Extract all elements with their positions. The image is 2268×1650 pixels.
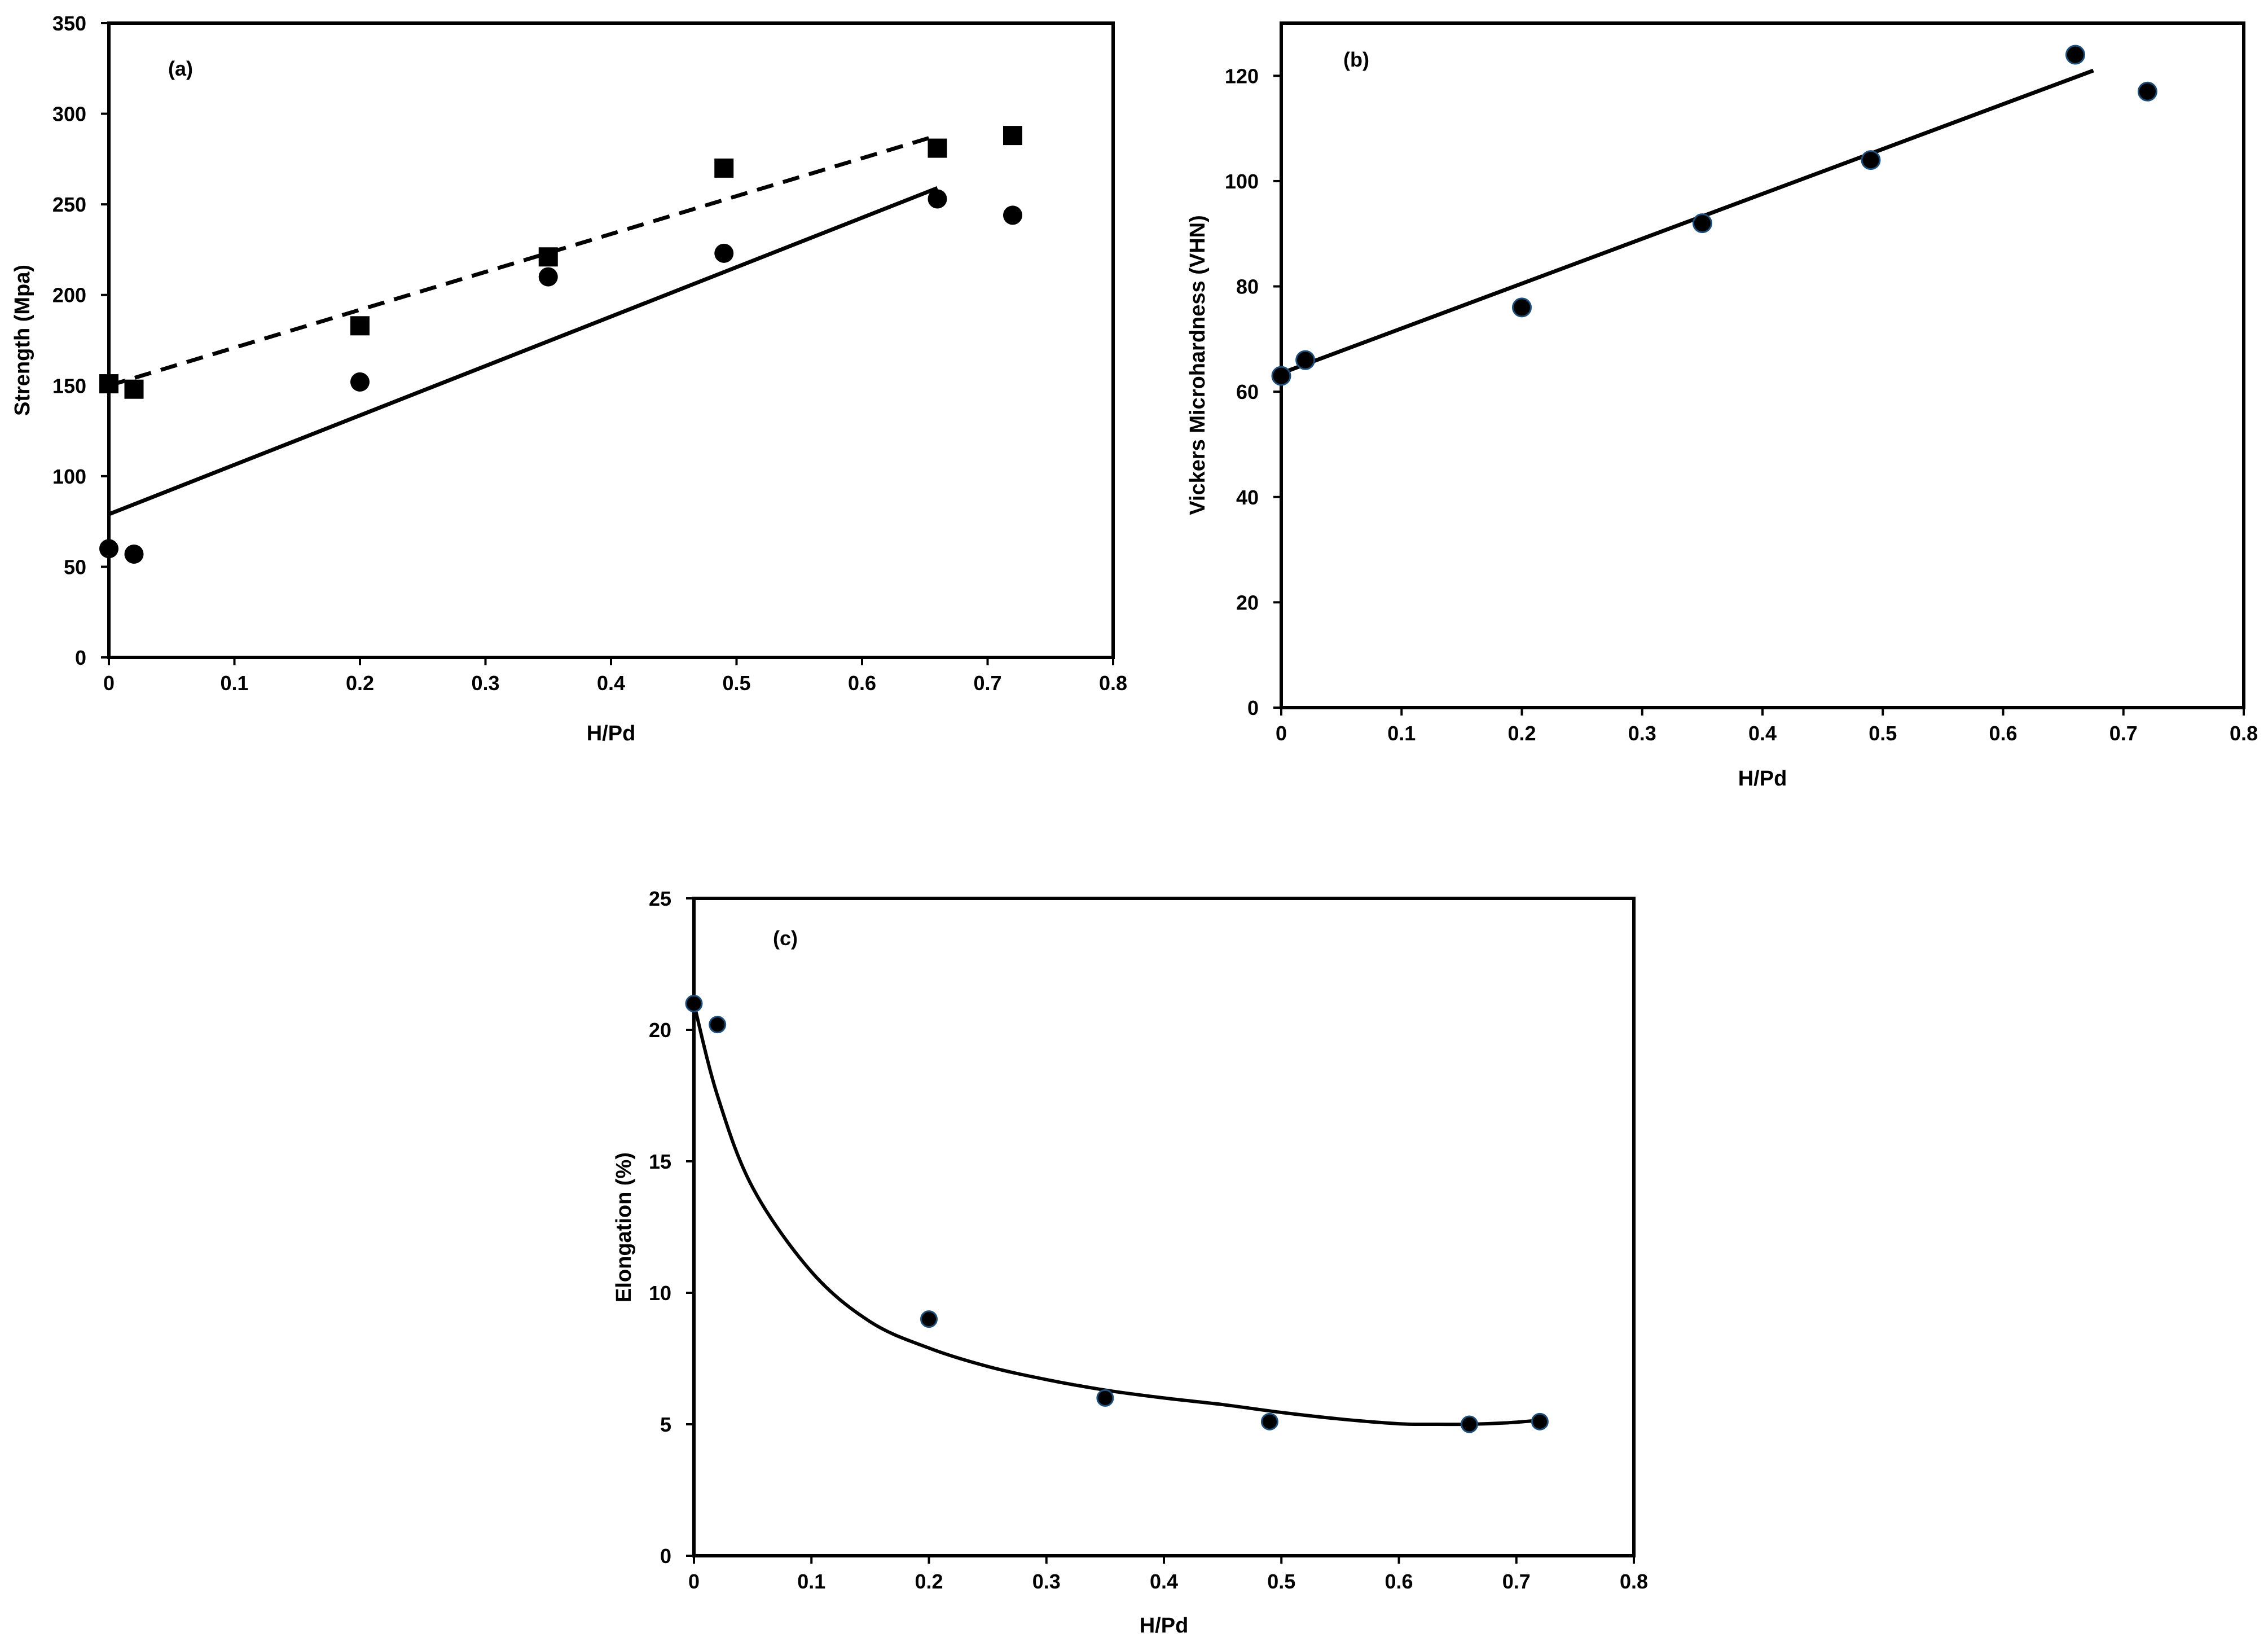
y-tick-label: 15 <box>649 1150 671 1173</box>
x-tick-label: 0.8 <box>1099 672 1127 695</box>
y-axis-title: Elongation (%) <box>612 1152 636 1302</box>
data-point-circle <box>2065 45 2085 65</box>
data-point-square <box>350 316 370 336</box>
data-point-circle <box>1460 1415 1478 1433</box>
y-tick-label: 80 <box>1236 275 1259 299</box>
x-tick-label: 0 <box>688 1570 700 1593</box>
x-tick-label: 0.4 <box>597 672 625 695</box>
x-tick-label: 0.4 <box>1150 1570 1178 1593</box>
data-point-circle <box>1295 350 1316 370</box>
data-point-circle <box>1531 1412 1549 1430</box>
x-tick-label: 0.3 <box>471 672 499 695</box>
x-tick-label: 0.8 <box>1620 1570 1648 1593</box>
data-point-circle <box>1096 1389 1114 1407</box>
y-tick-label: 350 <box>52 12 86 35</box>
x-tick-label: 0.1 <box>797 1570 825 1593</box>
data-point-circle <box>350 372 370 392</box>
x-tick-label: 0.6 <box>1989 722 2017 745</box>
data-point-circle <box>1861 150 1881 170</box>
data-point-circle <box>1260 1412 1278 1430</box>
y-tick-label: 50 <box>64 555 86 578</box>
data-point-circle <box>99 539 118 559</box>
x-tick-label: 0.6 <box>1384 1570 1413 1593</box>
x-axis-title: H/Pd <box>587 722 636 745</box>
data-point-square <box>538 247 558 267</box>
x-tick-label: 0 <box>103 672 115 695</box>
plot-area-frame <box>107 21 1115 659</box>
panel-a-strength-chart: 0 0.1 0.2 0.3 0.4 0.5 0.6 0.7 0.8 0 50 100 150 200 25… <box>11 12 1127 745</box>
y-tick-label: 250 <box>52 193 86 216</box>
data-point-circle <box>685 994 703 1012</box>
y-tick-label: 150 <box>52 374 86 397</box>
y-tick-label: 60 <box>1236 380 1259 403</box>
trendline-solid <box>108 186 938 516</box>
x-tick-label: 0 <box>1276 722 1287 745</box>
x-tick-label: 0.7 <box>1502 1570 1531 1593</box>
y-tick-label: 120 <box>1225 64 1259 87</box>
data-point-circle <box>920 1310 938 1328</box>
data-point-circle <box>1512 297 1532 318</box>
plot-area-frame <box>1280 21 2245 709</box>
data-point-circle <box>1271 366 1291 386</box>
x-tick-label: 0.3 <box>1032 1570 1061 1593</box>
y-tick-label: 100 <box>1225 170 1259 193</box>
data-point-square <box>99 374 118 394</box>
trendline-dashed <box>108 133 938 388</box>
y-axis-title: Strength (Mpa) <box>11 265 34 416</box>
data-point-circle <box>2137 81 2157 102</box>
y-tick-label: 20 <box>649 1019 671 1042</box>
data-point-square <box>1003 126 1022 146</box>
y-tick-label: 200 <box>52 284 86 307</box>
x-axis-title: H/Pd <box>1738 767 1787 791</box>
trendline-solid <box>1280 68 2094 375</box>
x-tick-label: 0.1 <box>220 672 248 695</box>
data-point-circle <box>1692 213 1712 234</box>
y-tick-label: 0 <box>1247 696 1259 719</box>
y-tick-label: 10 <box>649 1282 671 1305</box>
data-point-circle <box>538 267 558 287</box>
x-tick-label: 0.7 <box>973 672 1001 695</box>
data-point-square <box>928 138 947 158</box>
x-tick-label: 0.2 <box>346 672 374 695</box>
y-tick-label: 100 <box>52 465 86 488</box>
data-point-circle <box>714 243 734 263</box>
data-point-circle <box>1003 205 1022 225</box>
trendline-curve <box>692 1003 1540 1427</box>
x-tick-label: 0.2 <box>1507 722 1536 745</box>
y-tick-label: 20 <box>1236 591 1259 614</box>
data-point-square <box>714 158 734 178</box>
panel-c-elongation-chart: 0 0.1 0.2 0.3 0.4 0.5 0.6 0.7 0.8 0 5 10 15 20 25 (c)… <box>612 887 1648 1638</box>
y-tick-label: 40 <box>1236 486 1259 509</box>
data-point-circle <box>124 544 144 564</box>
x-tick-label: 0.7 <box>2109 722 2138 745</box>
panel-label: (b) <box>1343 48 1369 71</box>
panel-label: (c) <box>773 927 798 950</box>
x-axis-title: H/Pd <box>1140 1614 1189 1638</box>
x-tick-label: 0.6 <box>848 672 876 695</box>
panel-b-microhardness-chart: 0 0.1 0.2 0.3 0.4 0.5 0.6 0.7 0.8 0 20 40 60 80 100 12… <box>1186 21 2258 791</box>
y-tick-label: 5 <box>660 1413 671 1436</box>
y-tick-label: 0 <box>660 1544 671 1568</box>
plot-area-frame <box>692 897 1636 1557</box>
data-point-square <box>124 379 144 399</box>
data-point-circle <box>928 189 947 209</box>
x-tick-label: 0.3 <box>1628 722 1656 745</box>
data-point-circle <box>709 1016 727 1034</box>
y-tick-label: 0 <box>75 646 86 669</box>
y-tick-label: 25 <box>649 887 671 910</box>
x-tick-label: 0.5 <box>1267 1570 1295 1593</box>
x-tick-label: 0.8 <box>2230 722 2258 745</box>
y-tick-label: 300 <box>52 103 86 126</box>
x-tick-label: 0.5 <box>722 672 750 695</box>
x-tick-label: 0.5 <box>1869 722 1897 745</box>
x-tick-label: 0.4 <box>1748 722 1777 745</box>
panel-label: (a) <box>168 57 193 80</box>
x-tick-label: 0.2 <box>915 1570 943 1593</box>
x-tick-label: 0.1 <box>1387 722 1416 745</box>
y-axis-title: Vickers Microhardness (VHN) <box>1186 215 1210 515</box>
